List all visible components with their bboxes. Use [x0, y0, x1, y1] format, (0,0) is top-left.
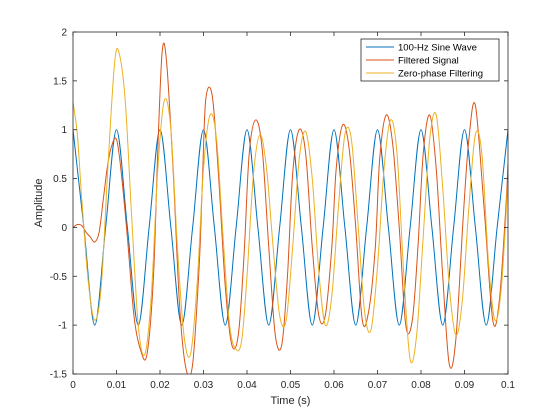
y-tick-label: 1: [61, 125, 67, 136]
y-axis: -1.5 -1 -0.5 0 0.5 1 1.5 2: [50, 28, 508, 381]
legend-label: Zero-phase Filtering: [398, 69, 483, 80]
series-line-filtered-signal: [73, 42, 508, 374]
y-tick-label: 2: [61, 28, 67, 39]
y-tick-label: -1: [58, 321, 67, 332]
x-tick-label: 0.02: [150, 380, 170, 391]
x-axis: 0 0.01 0.02 0.03 0.04 0.05 0.06 0.07 0.08 0.09 0.1: [70, 32, 515, 391]
x-tick-label: 0.1: [501, 380, 515, 391]
legend-label: 100-Hz Sine Wave: [398, 43, 477, 54]
x-tick-label: 0.07: [368, 380, 388, 391]
y-tick-label: -1.5: [50, 370, 68, 381]
x-tick-label: 0.05: [281, 380, 301, 391]
x-tick-label: 0.08: [411, 380, 431, 391]
y-tick-label: -0.5: [50, 272, 68, 283]
series-line-100hz-sine-wave: [73, 129, 508, 326]
x-tick-label: 0.01: [107, 380, 127, 391]
x-tick-label: 0: [70, 380, 76, 391]
x-tick-label: 0.04: [237, 380, 257, 391]
y-tick-label: 0.5: [53, 174, 67, 185]
series-line-zero-phase-filtering: [73, 48, 508, 364]
y-axis-label: Amplitude: [33, 179, 45, 228]
x-tick-label: 0.03: [194, 380, 214, 391]
y-tick-label: 0: [61, 223, 67, 234]
x-tick-label: 0.09: [455, 380, 475, 391]
y-tick-label: 1.5: [53, 76, 67, 87]
x-axis-label: Time (s): [271, 395, 311, 407]
legend-label: Filtered Signal: [398, 56, 459, 67]
series-layer: [73, 42, 508, 374]
x-tick-label: 0.06: [324, 380, 344, 391]
legend: 100-Hz Sine Wave Filtered Signal Zero-phas…: [360, 38, 500, 82]
